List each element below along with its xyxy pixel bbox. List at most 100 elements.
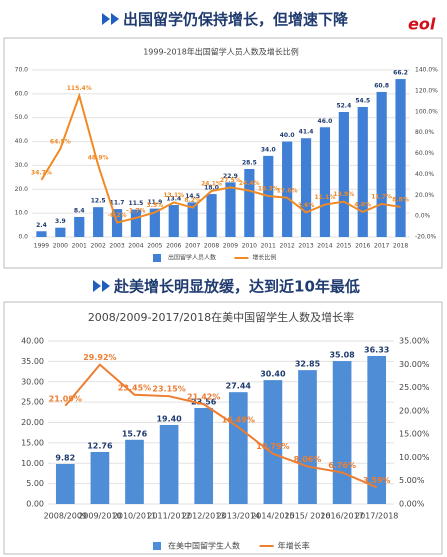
bar bbox=[130, 209, 142, 237]
data-label: 8.06% bbox=[294, 455, 322, 464]
data-label: 3.5% bbox=[147, 202, 164, 209]
arrow-icon bbox=[102, 280, 110, 292]
bar bbox=[357, 106, 368, 237]
x-tick-label: 2001 bbox=[72, 243, 87, 250]
data-label: 36.33 bbox=[364, 345, 389, 354]
data-label: 34.7% bbox=[31, 169, 52, 176]
x-tick-label: 2006 bbox=[166, 243, 181, 250]
data-label: 3.9 bbox=[55, 218, 66, 225]
x-tick-label: 2013/2014 bbox=[217, 512, 260, 521]
data-label: 54.5 bbox=[355, 97, 370, 104]
bar bbox=[367, 355, 387, 504]
arrow-icon bbox=[102, 13, 110, 25]
data-label: 29.92% bbox=[83, 353, 116, 362]
data-label: 11.7 bbox=[110, 200, 125, 207]
data-label: 52.4 bbox=[336, 102, 351, 109]
section-header: 出国留学仍保持增长，但增速下降 bbox=[123, 11, 349, 29]
data-label: 3.59% bbox=[363, 476, 391, 485]
data-label: 11.7% bbox=[371, 193, 392, 200]
data-label: 12.76 bbox=[87, 442, 113, 451]
data-label: 40.0 bbox=[280, 132, 295, 139]
data-label: 23.56 bbox=[191, 397, 217, 406]
y-tick-label: 35.00 bbox=[21, 357, 44, 366]
data-label: 66.2 bbox=[393, 70, 408, 77]
data-label: 11.1% bbox=[315, 194, 336, 201]
y-tick-label: 40.00 bbox=[21, 337, 44, 346]
y-tick-label: 60.0 bbox=[15, 90, 29, 97]
x-tick-label: 1999 bbox=[34, 243, 49, 250]
logo: eol bbox=[408, 15, 436, 34]
data-label: 4.0% bbox=[354, 201, 371, 208]
data-label: 23.15% bbox=[152, 385, 185, 394]
y-tick-label: 25.00 bbox=[21, 398, 44, 407]
x-tick-label: 2015 bbox=[336, 243, 351, 250]
data-label: 46.0 bbox=[318, 118, 333, 125]
data-label: 21.42% bbox=[187, 393, 220, 402]
data-label: 24.4% bbox=[239, 180, 260, 187]
y2-tick-label: 140.0% bbox=[415, 67, 438, 74]
chart-frame bbox=[3, 37, 443, 269]
y2-tick-label: 100.0% bbox=[415, 108, 438, 115]
bar bbox=[338, 111, 349, 237]
data-label: 30.40 bbox=[260, 370, 286, 379]
legend-label: 在美中国留学生人数 bbox=[168, 541, 240, 551]
x-tick-label: 2012/2013 bbox=[182, 512, 225, 521]
arrow-icon bbox=[93, 280, 101, 292]
section-header: 赴美增长明显放缓，达到近10年最低 bbox=[113, 278, 360, 296]
data-label: 11.9 bbox=[147, 199, 162, 206]
data-label: 27.44 bbox=[226, 382, 252, 391]
x-tick-label: 2015/ 2016 bbox=[285, 512, 331, 521]
y-tick-label: 0.0 bbox=[18, 234, 28, 241]
y-tick-label: 0.00 bbox=[26, 500, 44, 509]
y2-tick-label: 15.00% bbox=[399, 430, 430, 439]
data-label: 16.49% bbox=[222, 416, 255, 425]
x-tick-label: 2014 bbox=[317, 243, 332, 250]
x-tick-label: 2005 bbox=[147, 243, 162, 250]
y-tick-label: 30.00 bbox=[21, 377, 44, 386]
data-label: 8.2% bbox=[184, 197, 201, 204]
data-label: 23.45% bbox=[118, 383, 151, 392]
x-tick-label: 2008 bbox=[204, 243, 219, 250]
legend-label: 增长比例 bbox=[252, 254, 276, 262]
y2-tick-label: -20.0% bbox=[415, 234, 437, 241]
data-label: 8.8% bbox=[392, 196, 409, 203]
bar bbox=[332, 361, 352, 504]
data-label: 2.4 bbox=[36, 222, 47, 229]
data-label: 27.5% bbox=[220, 177, 241, 184]
data-label: 3.6% bbox=[298, 202, 315, 209]
y2-tick-label: 25.00% bbox=[399, 383, 430, 392]
arrow-icon bbox=[111, 13, 119, 25]
data-label: 32.85 bbox=[295, 360, 321, 369]
bar bbox=[298, 370, 317, 504]
x-tick-label: 2004 bbox=[128, 243, 143, 250]
chart-title: 1999-2018年出国留学人员人数及增长比例 bbox=[143, 47, 299, 57]
data-label: 19.40 bbox=[156, 414, 182, 423]
y2-tick-label: 40.0% bbox=[415, 171, 434, 178]
y2-tick-label: 30.00% bbox=[399, 360, 430, 369]
bar bbox=[36, 231, 47, 237]
legend-label: 年增长率 bbox=[278, 541, 310, 551]
bar bbox=[125, 439, 144, 504]
y2-tick-label: 20.00% bbox=[399, 406, 430, 415]
x-tick-label: 2011/2012 bbox=[147, 512, 190, 521]
x-tick-label: 2000 bbox=[53, 243, 68, 250]
bar bbox=[194, 407, 214, 504]
data-label: 8.4 bbox=[74, 207, 85, 214]
data-label: 17.6% bbox=[277, 187, 298, 194]
y-tick-label: 20.00 bbox=[21, 418, 44, 427]
bar bbox=[225, 182, 236, 237]
line bbox=[64, 363, 378, 489]
x-tick-label: 2009 bbox=[223, 243, 238, 250]
x-tick-label: 2018 bbox=[393, 243, 408, 250]
y-tick-label: 30.0 bbox=[15, 162, 29, 169]
data-label: 34.0 bbox=[261, 146, 276, 153]
x-tick-label: 2007 bbox=[185, 243, 200, 250]
y2-tick-label: 35.00% bbox=[399, 337, 430, 346]
x-tick-label: 2014/2015 bbox=[251, 512, 294, 521]
y-tick-label: 50.0 bbox=[15, 114, 29, 121]
x-tick-label: 2016/2017 bbox=[320, 512, 363, 521]
x-tick-label: 2010 bbox=[242, 243, 257, 250]
bar bbox=[74, 216, 85, 237]
x-tick-label: 2012 bbox=[280, 243, 295, 250]
bar bbox=[319, 127, 331, 237]
